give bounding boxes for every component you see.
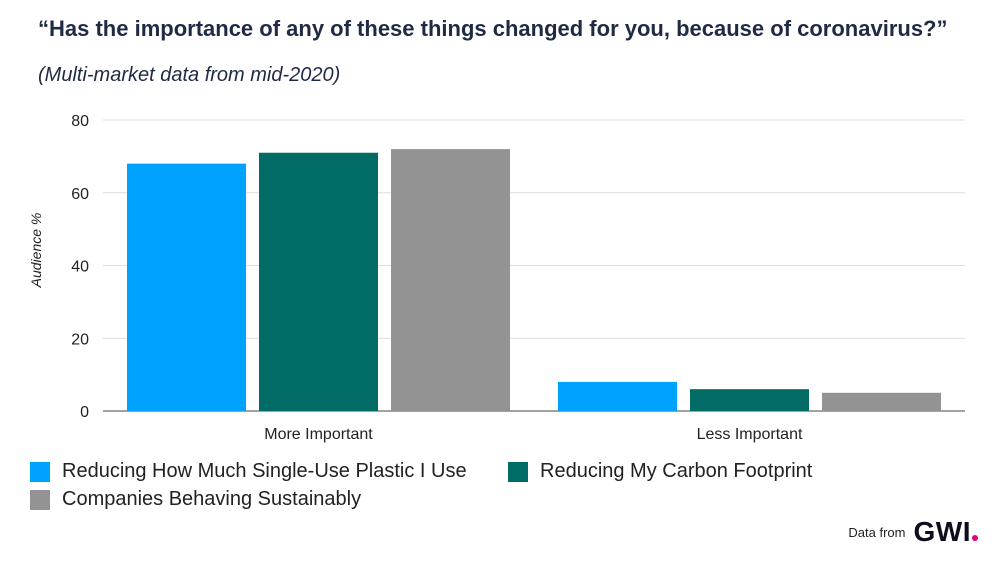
legend-label-carbon: Reducing My Carbon Footprint [540,460,813,482]
footer-attribution: Data from GWI [848,516,978,548]
x-tick-label: Less Important [697,426,803,443]
y-tick-label: 20 [71,331,89,348]
y-tick-label: 0 [80,404,89,421]
legend-swatch-companies [30,489,50,510]
chart-subtitle: (Multi-market data from mid-2020) [38,64,341,86]
bar [127,163,246,411]
legend-item-companies: Companies Behaving Sustainably [30,488,361,511]
y-axis-label: Audience % [28,213,44,289]
bar [822,392,941,411]
footer-label: Data from [848,524,906,540]
y-tick-label: 80 [71,113,89,130]
bar [259,152,378,412]
chart-title: “Has the importance of any of these thin… [38,16,948,41]
legend-item-plastic: Reducing How Much Single-Use Plastic I U… [30,460,467,483]
legend-label-plastic: Reducing How Much Single-Use Plastic I U… [62,460,467,482]
gwi-logo: GWI [914,516,978,548]
bar [690,389,809,411]
legend-item-carbon: Reducing My Carbon Footprint [508,460,812,483]
y-tick-label: 60 [71,186,89,203]
bar [391,149,510,411]
legend-swatch-carbon [508,461,528,482]
legend-swatch-plastic [30,461,50,482]
legend-label-companies: Companies Behaving Sustainably [62,488,362,510]
x-tick-label: More Important [264,426,373,443]
bar [558,381,677,411]
y-tick-label: 40 [71,259,89,276]
